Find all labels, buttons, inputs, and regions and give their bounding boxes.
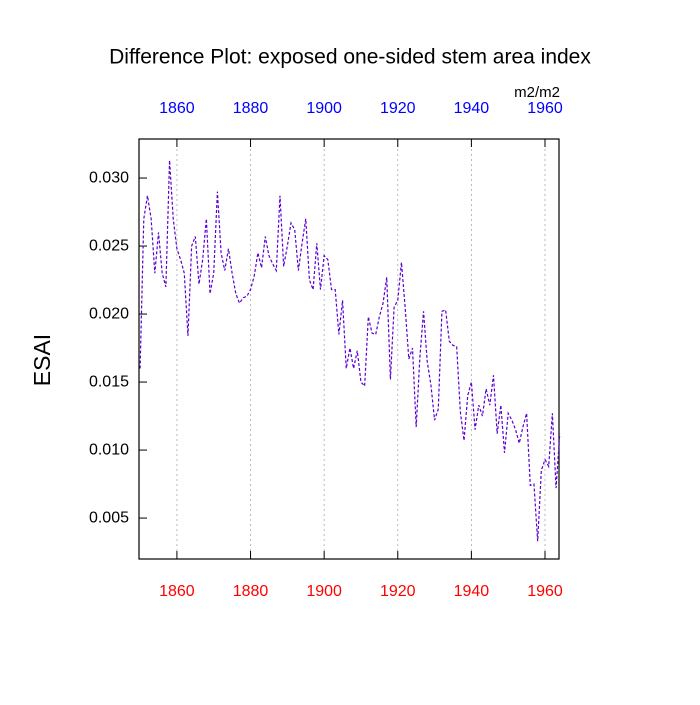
x2-tick-label: 1860	[159, 100, 195, 117]
y-tick-label: 0.010	[89, 441, 129, 458]
y-tick-label: 0.005	[89, 509, 129, 526]
x2-tick-label: 1920	[380, 100, 416, 117]
x2-tick-label: 1900	[306, 100, 342, 117]
y-tick-label: 0.020	[89, 305, 129, 322]
x-tick-label: 1900	[306, 583, 342, 600]
x-tick-label: 1880	[233, 583, 269, 600]
y-tick-label: 0.015	[89, 373, 129, 390]
y-axis-label: ESAI	[29, 334, 55, 386]
x-tick-label: 1860	[159, 583, 195, 600]
data-line	[139, 160, 561, 542]
x-tick-label: 1920	[380, 583, 416, 600]
x-tick-label: 1960	[527, 583, 563, 600]
x-tick-label: 1940	[454, 583, 490, 600]
x2-tick-label: 1940	[454, 100, 490, 117]
plot-frame	[138, 138, 560, 560]
x2-tick-label: 1880	[233, 100, 269, 117]
units-label: m2/m2	[514, 84, 560, 101]
x2-tick-label: 1960	[527, 100, 563, 117]
y-tick-label: 0.025	[89, 237, 129, 254]
chart-title: Difference Plot: exposed one-sided stem …	[109, 46, 591, 69]
y-tick-label: 0.030	[89, 169, 129, 186]
